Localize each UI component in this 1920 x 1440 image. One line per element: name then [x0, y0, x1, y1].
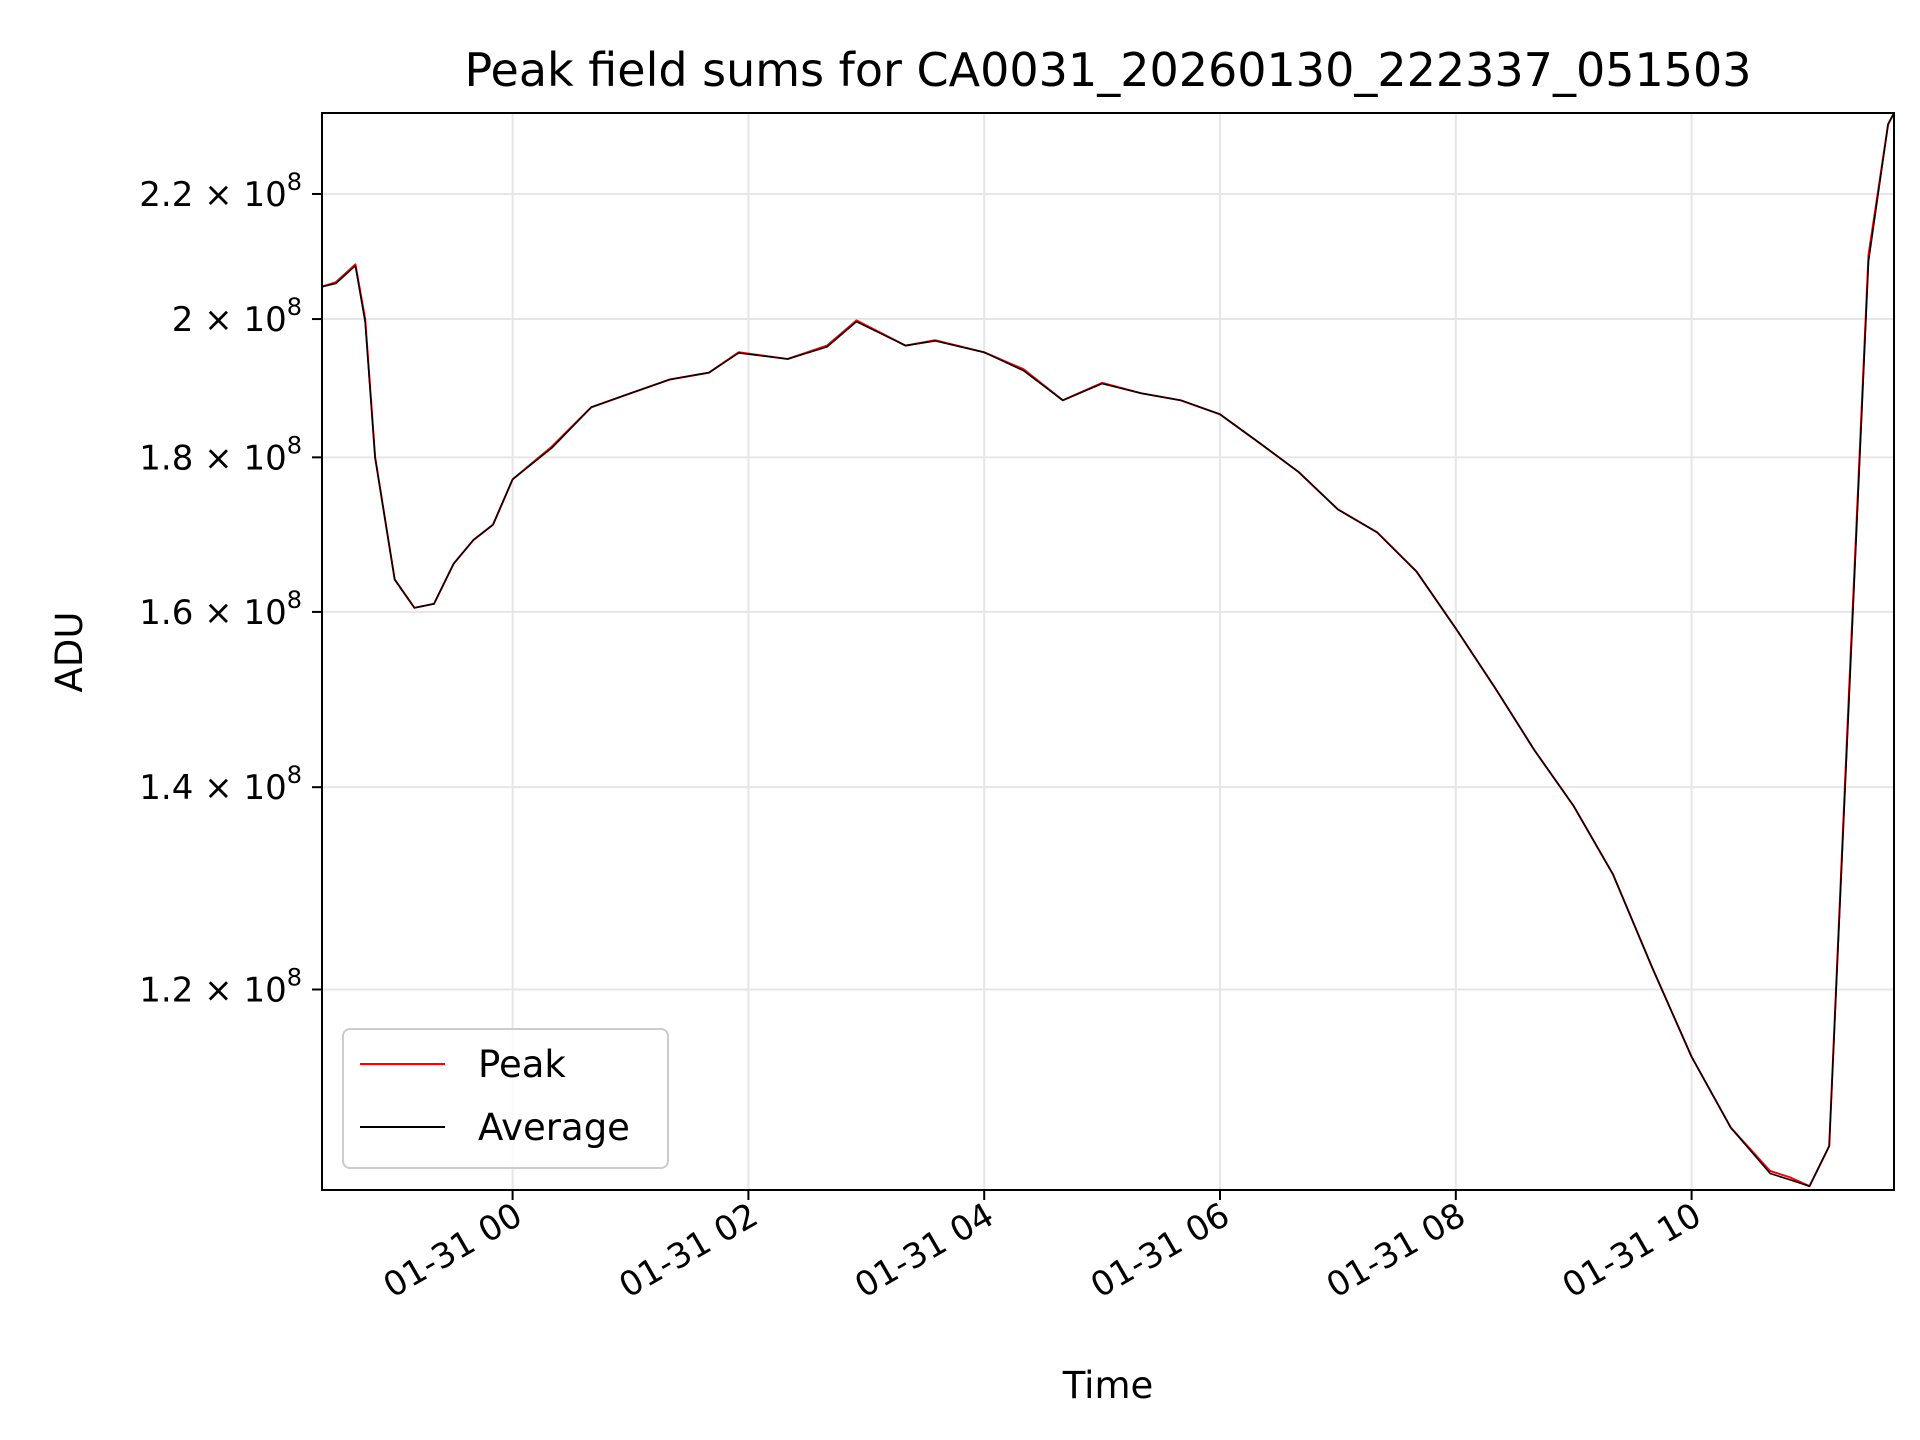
series-line-peak [322, 113, 1894, 1188]
y-tick-mantissa: 1.8 [139, 438, 193, 478]
x-tick-label: 01-31 08 [1320, 1195, 1472, 1306]
x-tick-label: 01-31 04 [848, 1195, 1000, 1306]
x-tick-label: 01-31 06 [1084, 1195, 1236, 1306]
grid [322, 113, 1894, 1190]
y-tick-mantissa: 2 [172, 300, 194, 340]
x-axis-label: Time [1062, 1364, 1154, 1407]
series-line-average [322, 113, 1894, 1187]
x-tick-label: 01-31 02 [613, 1195, 765, 1306]
y-tick-mantissa: 2.2 [139, 175, 193, 215]
y-tick-label: 1.8 × 108 [139, 431, 302, 478]
legend: Peak Average [342, 1028, 669, 1169]
plot-lines [322, 113, 1894, 1188]
y-tick-times: × 10 [193, 593, 286, 633]
y-axis-label: ADU [48, 612, 91, 693]
y-tick-mantissa: 1.4 [139, 768, 193, 808]
y-tick-times: × 10 [193, 300, 286, 340]
series-group [322, 113, 1894, 1188]
legend-label-average: Average [478, 1106, 630, 1149]
x-tick-label: 01-31 00 [377, 1195, 529, 1306]
y-tick-exponent: 8 [287, 168, 302, 196]
y-tick-exponent: 8 [287, 964, 302, 992]
x-axis: 01-31 00 01-31 02 01-31 04 01-31 06 01-31 08… [377, 1190, 1708, 1306]
y-tick-mantissa: 1.6 [139, 593, 193, 633]
y-tick-label: 2 × 108 [172, 293, 302, 340]
x-tick-label: 01-31 10 [1556, 1195, 1708, 1306]
chart-title: Peak field sums for CA0031_20260130_2223… [464, 43, 1751, 97]
y-tick-exponent: 8 [287, 761, 302, 789]
y-tick-label: 1.2 × 108 [139, 964, 302, 1011]
y-tick-times: × 10 [193, 175, 286, 215]
y-tick-exponent: 8 [287, 293, 302, 321]
y-tick-label: 2.2 × 108 [139, 168, 302, 215]
y-tick-times: × 10 [193, 438, 286, 478]
y-tick-exponent: 8 [287, 586, 302, 614]
y-tick-times: × 10 [193, 768, 286, 808]
y-tick-label: 1.6 × 108 [139, 586, 302, 633]
y-tick-exponent: 8 [287, 431, 302, 459]
legend-label-peak: Peak [478, 1043, 566, 1086]
y-tick-times: × 10 [193, 971, 286, 1011]
y-tick-mantissa: 1.2 [139, 971, 193, 1011]
y-tick-label: 1.4 × 108 [139, 761, 302, 808]
plot-frame [321, 112, 1895, 1191]
